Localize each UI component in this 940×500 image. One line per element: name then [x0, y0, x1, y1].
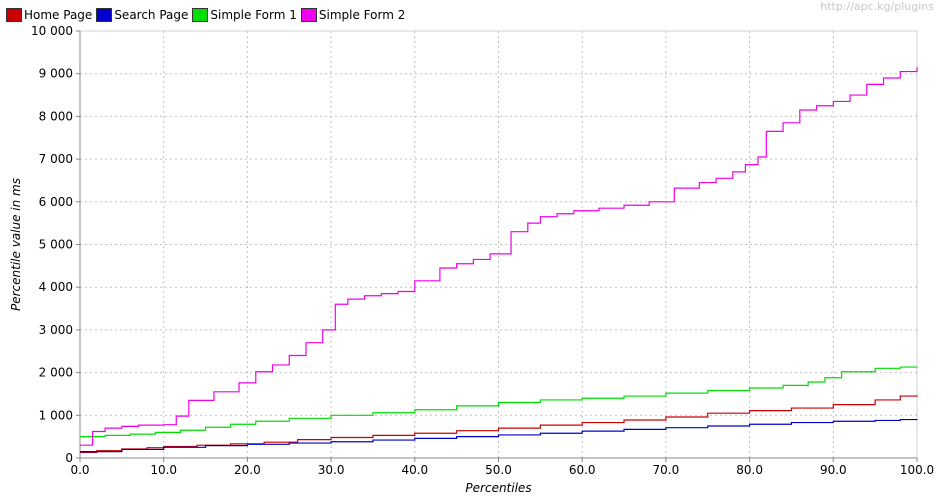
y-tick-label: 3 000 — [39, 323, 73, 337]
series-line-simple-form-1 — [80, 366, 918, 438]
legend-label: Search Page — [114, 8, 189, 22]
y-tick-label: 1 000 — [39, 408, 73, 422]
series-line-simple-form-2 — [80, 67, 918, 446]
legend-swatch — [300, 8, 317, 22]
legend-label: Home Page — [24, 8, 93, 22]
x-tick-label: 30.0 — [318, 463, 345, 477]
x-tick-label: 40.0 — [401, 463, 428, 477]
x-tick-label: 100.0 — [900, 463, 934, 477]
x-tick-label: 50.0 — [485, 463, 512, 477]
legend-item-home-page: Home Page — [6, 8, 92, 22]
legend-item-search-page: Search Page — [96, 8, 188, 22]
x-tick-label: 60.0 — [569, 463, 596, 477]
x-axis-label: Percentiles — [465, 481, 531, 495]
x-tick-label: 0.0 — [70, 463, 89, 477]
y-tick-label: 10 000 — [31, 24, 73, 38]
y-tick-label: 7 000 — [39, 152, 73, 166]
x-tick-label: 90.0 — [820, 463, 847, 477]
y-tick-label: 9 000 — [39, 67, 73, 81]
x-tick-label: 80.0 — [736, 463, 763, 477]
watermark: http://apc.kg/plugins — [820, 0, 934, 13]
x-tick-label: 70.0 — [653, 463, 680, 477]
x-tick-label: 20.0 — [234, 463, 261, 477]
legend-item-simple-form-1: Simple Form 1 — [192, 8, 297, 22]
legend-label: Simple Form 2 — [318, 8, 406, 22]
legend-swatch — [192, 8, 209, 22]
y-tick-label: 5 000 — [39, 238, 73, 252]
legend-swatch — [6, 8, 22, 22]
y-tick-label: 0 — [65, 451, 73, 465]
y-tick-label: 6 000 — [39, 195, 73, 209]
y-tick-label: 2 000 — [39, 366, 73, 380]
legend: Home Page Search Page Simple Form 1 Simple … — [6, 6, 409, 24]
legend-item-simple-form-2: Simple Form 2 — [300, 8, 406, 22]
y-tick-label: 8 000 — [39, 109, 73, 123]
series-line-home-page — [80, 395, 918, 454]
y-tick-label: 4 000 — [39, 280, 73, 294]
series-line-search-page — [80, 418, 918, 453]
y-axis-label: Percentile value in ms — [9, 178, 23, 311]
legend-swatch — [96, 8, 113, 22]
legend-label: Simple Form 1 — [210, 8, 297, 22]
x-tick-label: 10.0 — [150, 463, 177, 477]
